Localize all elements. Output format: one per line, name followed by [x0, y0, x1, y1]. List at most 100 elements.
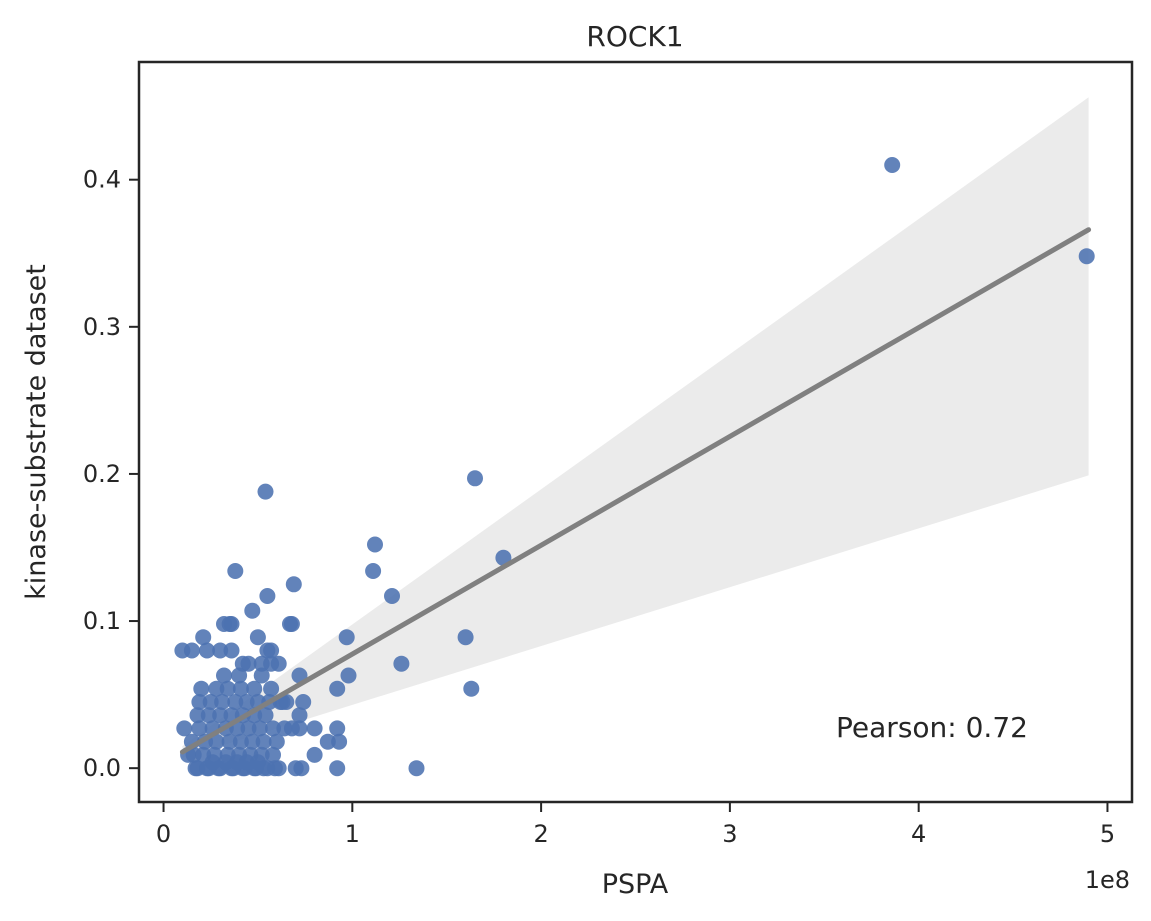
- data-point: [329, 680, 346, 697]
- data-point: [216, 667, 232, 684]
- data-point: [338, 629, 355, 646]
- data-point: [219, 680, 236, 697]
- data-point: [259, 588, 276, 604]
- x-axis-offset-label: 1e8: [1085, 866, 1130, 894]
- data-point: [467, 470, 483, 487]
- data-point: [183, 642, 200, 659]
- points-layer: [174, 157, 1095, 777]
- data-point: [265, 746, 281, 763]
- data-point: [200, 707, 217, 724]
- data-point: [214, 694, 231, 710]
- data-point: [329, 760, 346, 777]
- data-point: [208, 733, 225, 750]
- x-tick-label: 2: [533, 820, 548, 848]
- data-point: [238, 754, 255, 771]
- data-point: [191, 694, 208, 710]
- plot-frame: [137, 60, 1134, 804]
- data-point: [263, 655, 280, 672]
- confidence-band: [182, 97, 1089, 758]
- data-point: [195, 629, 212, 646]
- data-point: [295, 694, 312, 710]
- data-point: [331, 733, 348, 750]
- y-tick-label: 0.3: [83, 313, 121, 341]
- data-point: [240, 655, 257, 672]
- chart-title: ROCK1: [586, 20, 683, 53]
- data-point: [283, 616, 300, 632]
- data-point: [217, 754, 234, 771]
- data-point: [287, 760, 304, 777]
- data-point: [384, 588, 400, 604]
- data-point: [306, 720, 323, 737]
- data-point: [244, 602, 261, 619]
- data-point: [263, 642, 280, 659]
- data-point: [227, 563, 244, 579]
- data-point: [204, 754, 221, 771]
- regression-line-layer: [179, 227, 1092, 755]
- y-tick-label: 0.1: [83, 607, 121, 635]
- data-point: [216, 616, 232, 632]
- x-axis-label: PSPA: [602, 869, 669, 900]
- data-point: [884, 157, 901, 173]
- data-point: [193, 680, 210, 697]
- data-point: [191, 720, 208, 737]
- data-point: [463, 680, 480, 697]
- y-tick-label: 0.0: [83, 754, 121, 782]
- data-point: [240, 720, 257, 737]
- data-point: [255, 733, 272, 750]
- data-point: [291, 720, 308, 737]
- data-point: [291, 707, 308, 724]
- data-point: [276, 720, 293, 737]
- data-point: [329, 720, 346, 737]
- data-point: [227, 694, 244, 710]
- x-tick-label: 1: [345, 820, 360, 848]
- x-tick-label: 5: [1100, 820, 1115, 848]
- data-point: [202, 694, 219, 710]
- data-point: [244, 733, 261, 750]
- data-point: [393, 655, 410, 672]
- data-point: [408, 760, 425, 777]
- data-point: [367, 536, 383, 553]
- data-point: [306, 746, 323, 763]
- y-axis-label: kinase-substrate dataset: [21, 264, 52, 600]
- data-point: [285, 576, 302, 593]
- data-point: [232, 733, 249, 750]
- data-point: [249, 629, 266, 646]
- data-point: [246, 680, 263, 697]
- data-point: [221, 733, 238, 750]
- data-point: [249, 754, 266, 771]
- data-point: [265, 720, 281, 737]
- data-point: [268, 733, 285, 750]
- data-point: [365, 563, 382, 579]
- data-point: [257, 483, 274, 500]
- data-point: [231, 667, 248, 684]
- data-point: [1078, 248, 1095, 265]
- x-tick-label: 3: [722, 820, 737, 848]
- data-point: [223, 642, 240, 659]
- confidence-band-layer: [182, 97, 1089, 758]
- pearson-annotation: Pearson: 0.72: [836, 711, 1028, 744]
- x-tick-label: 0: [156, 820, 171, 848]
- data-point: [189, 707, 206, 724]
- data-point: [176, 720, 193, 737]
- data-point: [208, 680, 225, 697]
- data-point: [212, 642, 229, 659]
- y-axis-ticks: 0.0 0.1 0.2 0.3 0.4: [83, 166, 139, 782]
- x-tick-label: 4: [911, 820, 926, 848]
- data-point: [257, 707, 274, 724]
- y-tick-label: 0.4: [83, 166, 121, 194]
- data-point: [212, 707, 229, 724]
- data-point: [340, 667, 357, 684]
- data-point: [199, 642, 215, 659]
- y-tick-label: 0.2: [83, 460, 121, 488]
- regression-line: [179, 227, 1092, 755]
- x-axis-ticks: 0 1 2 3 4 5: [156, 802, 1115, 848]
- data-point: [253, 667, 270, 684]
- data-point: [238, 694, 255, 710]
- data-point: [319, 733, 336, 750]
- data-point: [263, 680, 280, 697]
- data-point: [232, 680, 249, 697]
- data-point: [266, 760, 283, 777]
- data-point: [251, 720, 268, 737]
- data-point: [457, 629, 474, 646]
